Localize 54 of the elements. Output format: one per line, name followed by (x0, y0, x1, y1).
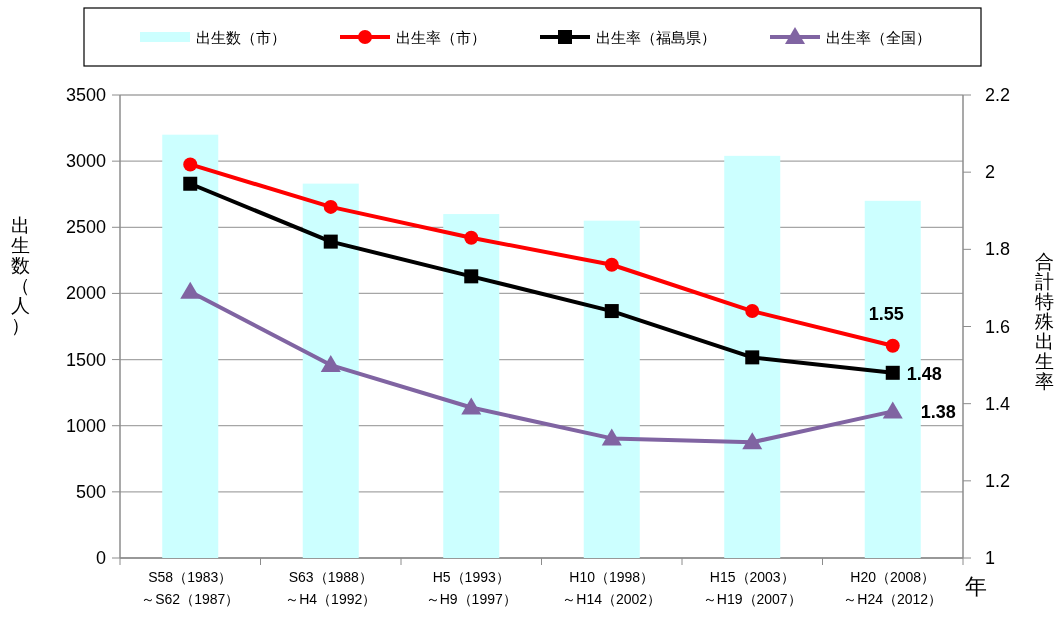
point (604, 304, 619, 319)
x-tick-label: H10（1998）～H14（2002） (562, 569, 662, 607)
y-axis-title: 出生数（人） (10, 215, 30, 336)
x-tick-label: H5（1993）～H9（1997） (425, 569, 517, 607)
bar (583, 220, 640, 558)
point (180, 281, 201, 299)
y-tick-label: 3000 (65, 151, 106, 172)
point (323, 199, 338, 214)
point (323, 234, 338, 249)
legend-label: 出生数（市） (196, 29, 286, 46)
y2-tick-label: 1 (985, 548, 996, 568)
point (885, 365, 900, 380)
y2-tick-label: 1.8 (985, 239, 1011, 260)
y-tick-label: 500 (75, 481, 106, 502)
y2-axis-title: 合計特殊出生率 (1034, 251, 1054, 392)
bar (724, 155, 781, 558)
bar (162, 134, 219, 558)
y-tick-label: 2500 (65, 217, 106, 238)
y2-tick-label: 1.4 (985, 393, 1011, 414)
point (464, 230, 479, 245)
x-tick-label: H20（2008）～H24（2012） (843, 569, 943, 607)
data-label: 1.48 (906, 363, 942, 384)
y-tick-label: 2000 (65, 283, 106, 304)
point (885, 338, 900, 353)
x-tick-label: S63（1988）～H4（1992） (285, 569, 377, 607)
point (183, 176, 198, 191)
y2-tick-label: 1.6 (985, 316, 1011, 337)
point (745, 350, 760, 365)
legend-label: 出生率（市） (396, 29, 486, 46)
y-tick-label: 1000 (65, 415, 106, 436)
point (745, 304, 760, 319)
bar (443, 214, 500, 558)
x-tick-label: S58（1983）～S62（1987） (141, 569, 240, 607)
point (183, 157, 198, 172)
x-axis-title: 年 (965, 574, 987, 599)
point (604, 257, 619, 272)
y-tick-label: 1500 (65, 349, 106, 370)
y-tick-label: 0 (95, 548, 106, 568)
legend-label: 出生率（福島県） (596, 29, 716, 46)
x-tick-label: H15（2003）～H19（2007） (702, 569, 802, 607)
data-label: 1.55 (868, 303, 904, 324)
bar (302, 183, 359, 558)
data-label: 1.38 (920, 402, 956, 423)
point (464, 269, 479, 284)
point (461, 397, 482, 415)
point (601, 428, 622, 446)
y2-tick-label: 1.2 (985, 470, 1011, 491)
y-tick-label: 3500 (65, 85, 106, 105)
point (320, 355, 341, 373)
legend-label: 出生率（全国） (826, 29, 931, 46)
point (742, 432, 763, 450)
point (882, 401, 903, 419)
y2-tick-label: 2 (985, 162, 996, 183)
y2-tick-label: 2.2 (985, 85, 1011, 105)
